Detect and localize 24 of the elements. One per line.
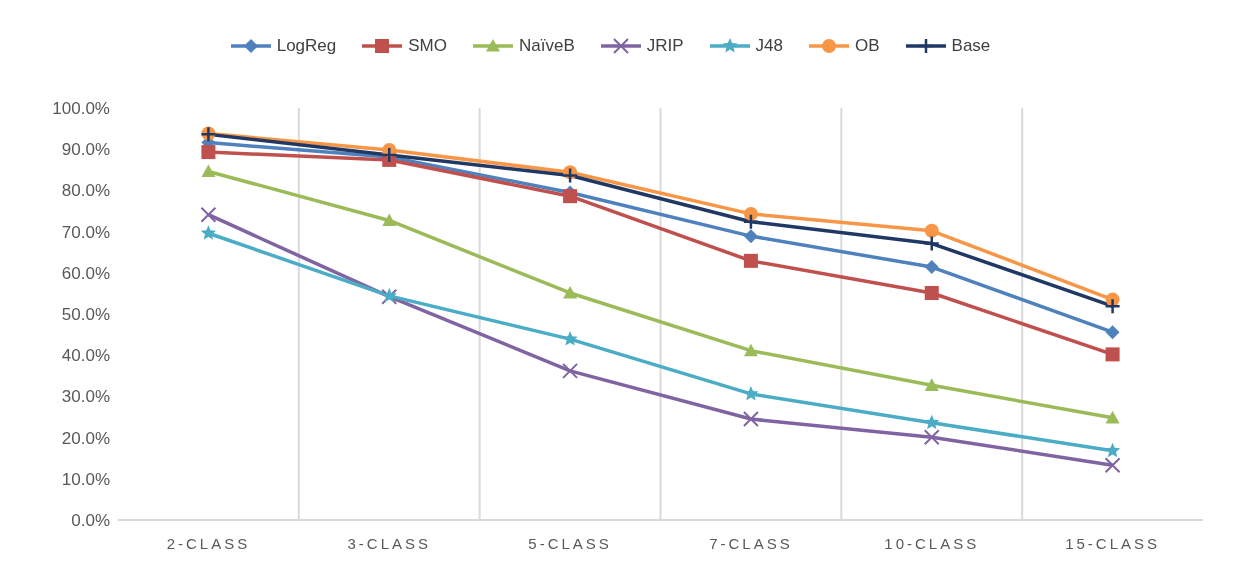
y-tick-label: 70.0% (61, 222, 110, 242)
legend-label: JRIP (646, 36, 684, 56)
y-tick-label: 60.0% (61, 263, 110, 283)
y-tick-label: 80.0% (61, 181, 110, 201)
y-tick-label: 100.0% (52, 99, 110, 119)
x-tick-label: 5-CLASS (528, 534, 612, 552)
x-tick-label: 15-CLASS (1065, 534, 1161, 552)
x-tick-label: 2-CLASS (166, 534, 251, 552)
y-tick-label: 90.0% (61, 140, 110, 160)
legend-label: NaïveB (518, 36, 575, 56)
legend-label: Base (951, 36, 991, 56)
y-tick-label: 20.0% (61, 428, 110, 448)
legend-label: SMO (408, 36, 447, 56)
legend-label: LogReg (276, 36, 337, 56)
x-tick-label: 3-CLASS (347, 534, 432, 552)
y-tick-label: 0.0% (71, 511, 110, 531)
y-tick-label: 40.0% (61, 346, 110, 366)
legend-label: J48 (755, 36, 783, 56)
x-tick-label: 7-CLASS (709, 534, 793, 552)
legend-label: OB (855, 36, 880, 56)
y-tick-label: 50.0% (61, 305, 110, 325)
y-tick-label: 30.0% (61, 387, 110, 407)
x-tick-label: 10-CLASS (884, 534, 980, 552)
y-tick-label: 10.0% (61, 469, 110, 489)
